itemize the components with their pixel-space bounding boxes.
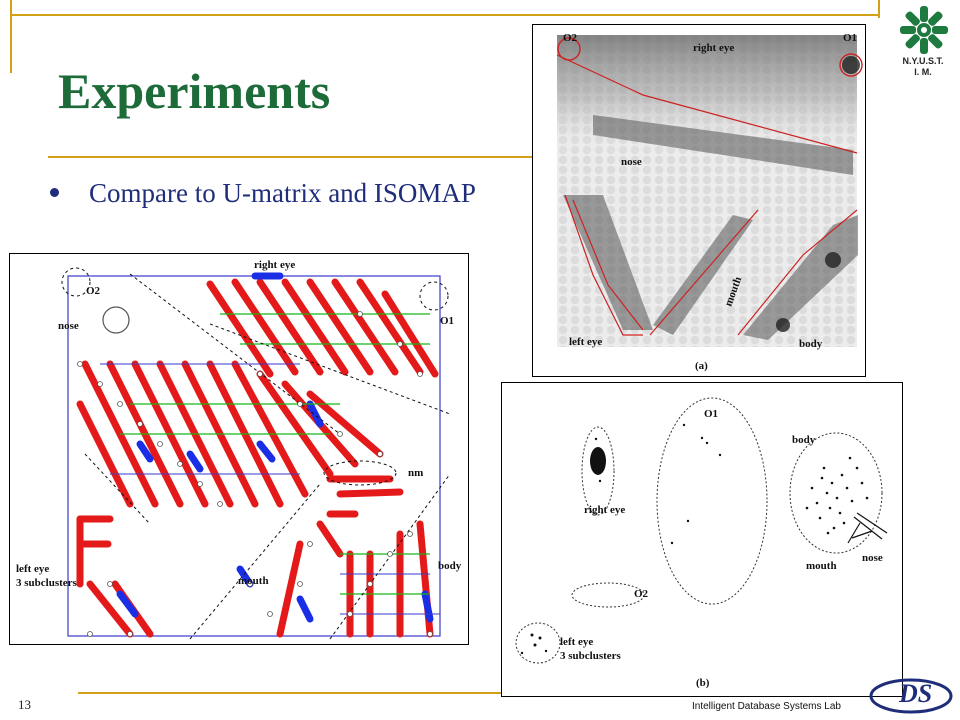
university-logo-icon [900, 6, 948, 54]
figure-a-panel: O2 O1 right eye nose mouth left eye body… [532, 24, 866, 377]
top-left-vertical-rule [10, 0, 12, 73]
label-b-left-eye: left eye [560, 636, 593, 648]
figure-b-panel: O1 body right eye nose mouth O2 left eye… [501, 382, 903, 697]
label-a-o2: O2 [563, 32, 578, 44]
figure-b-isomap: O1 body right eye nose mouth O2 left eye… [515, 397, 888, 689]
figure-left-panel: right eye O2 O1 nose nm left eye 3 subcl… [9, 253, 469, 645]
label-body: body [438, 560, 462, 572]
label-a-nose: nose [621, 156, 642, 168]
footer-lab-name: Intelligent Database Systems Lab [692, 701, 841, 712]
label-b-mouth: mouth [806, 560, 837, 572]
label-b-subclusters: 3 subclusters [560, 650, 622, 662]
figure-a-umatrix: O2 O1 right eye nose mouth left eye body… [556, 32, 863, 372]
label-b-o1: O1 [704, 408, 718, 420]
lab-logo-icon: DS [869, 678, 953, 714]
logo-caption-line1: N.Y.U.S.T. [902, 56, 944, 66]
label-a-left-eye: left eye [569, 336, 602, 348]
label-left-eye: left eye [16, 563, 49, 575]
label-nose: nose [58, 320, 79, 332]
bottom-rule [78, 692, 878, 694]
top-rule [10, 14, 880, 16]
label-a-o1: O1 [843, 32, 857, 44]
label-mouth: mouth [238, 575, 269, 587]
label-a-right-eye: right eye [693, 42, 734, 54]
logo-caption-line2: I. M. [914, 67, 932, 77]
label-right-eye: right eye [254, 259, 295, 271]
label-b-caption: (b) [696, 677, 710, 689]
logo-caption: N.Y.U.S.T. I. M. [888, 56, 958, 78]
bullet-item: Compare to U-matrix and ISOMAP [50, 178, 476, 209]
page-number: 13 [18, 697, 31, 712]
svg-text:DS: DS [898, 679, 932, 708]
label-o1: O1 [440, 315, 454, 327]
slide-title: Experiments [58, 63, 331, 119]
label-b-body: body [792, 434, 816, 446]
bullet-dot-icon [50, 188, 59, 198]
title-underline-rule [48, 156, 538, 158]
label-a-caption: (a) [695, 360, 708, 372]
label-b-right-eye: right eye [584, 504, 625, 516]
label-nm: nm [408, 467, 423, 479]
bullet-text: Compare to U-matrix and ISOMAP [89, 178, 476, 208]
label-subclusters: 3 subclusters [16, 577, 78, 589]
figure-left-graph: right eye O2 O1 nose nm left eye 3 subcl… [16, 259, 462, 640]
label-o2: O2 [86, 285, 101, 297]
label-b-o2: O2 [634, 588, 649, 600]
label-b-nose: nose [862, 552, 883, 564]
label-a-body: body [799, 338, 823, 350]
top-right-vertical-rule [878, 0, 880, 18]
